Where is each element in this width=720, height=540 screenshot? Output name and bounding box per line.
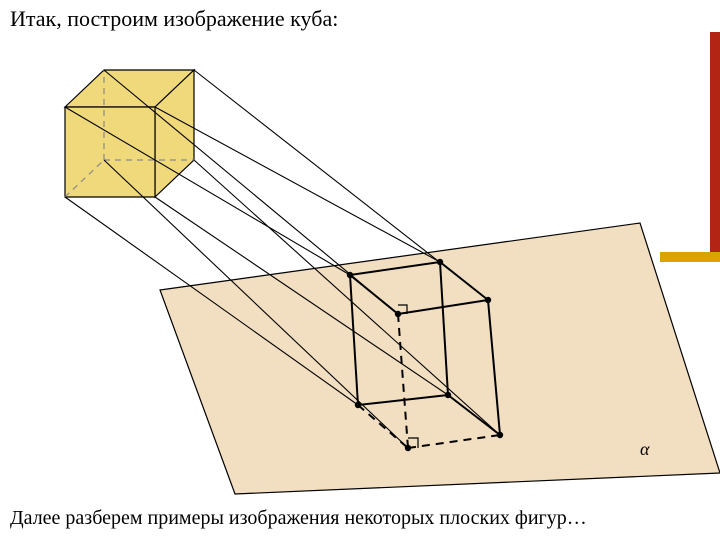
diagram-canvas: α [0, 0, 720, 540]
slide: Итак, построим изображение куба: α Далее… [0, 0, 720, 540]
slide-footer: Далее разберем примеры изображения некот… [10, 507, 587, 530]
alpha-label: α [640, 439, 650, 459]
